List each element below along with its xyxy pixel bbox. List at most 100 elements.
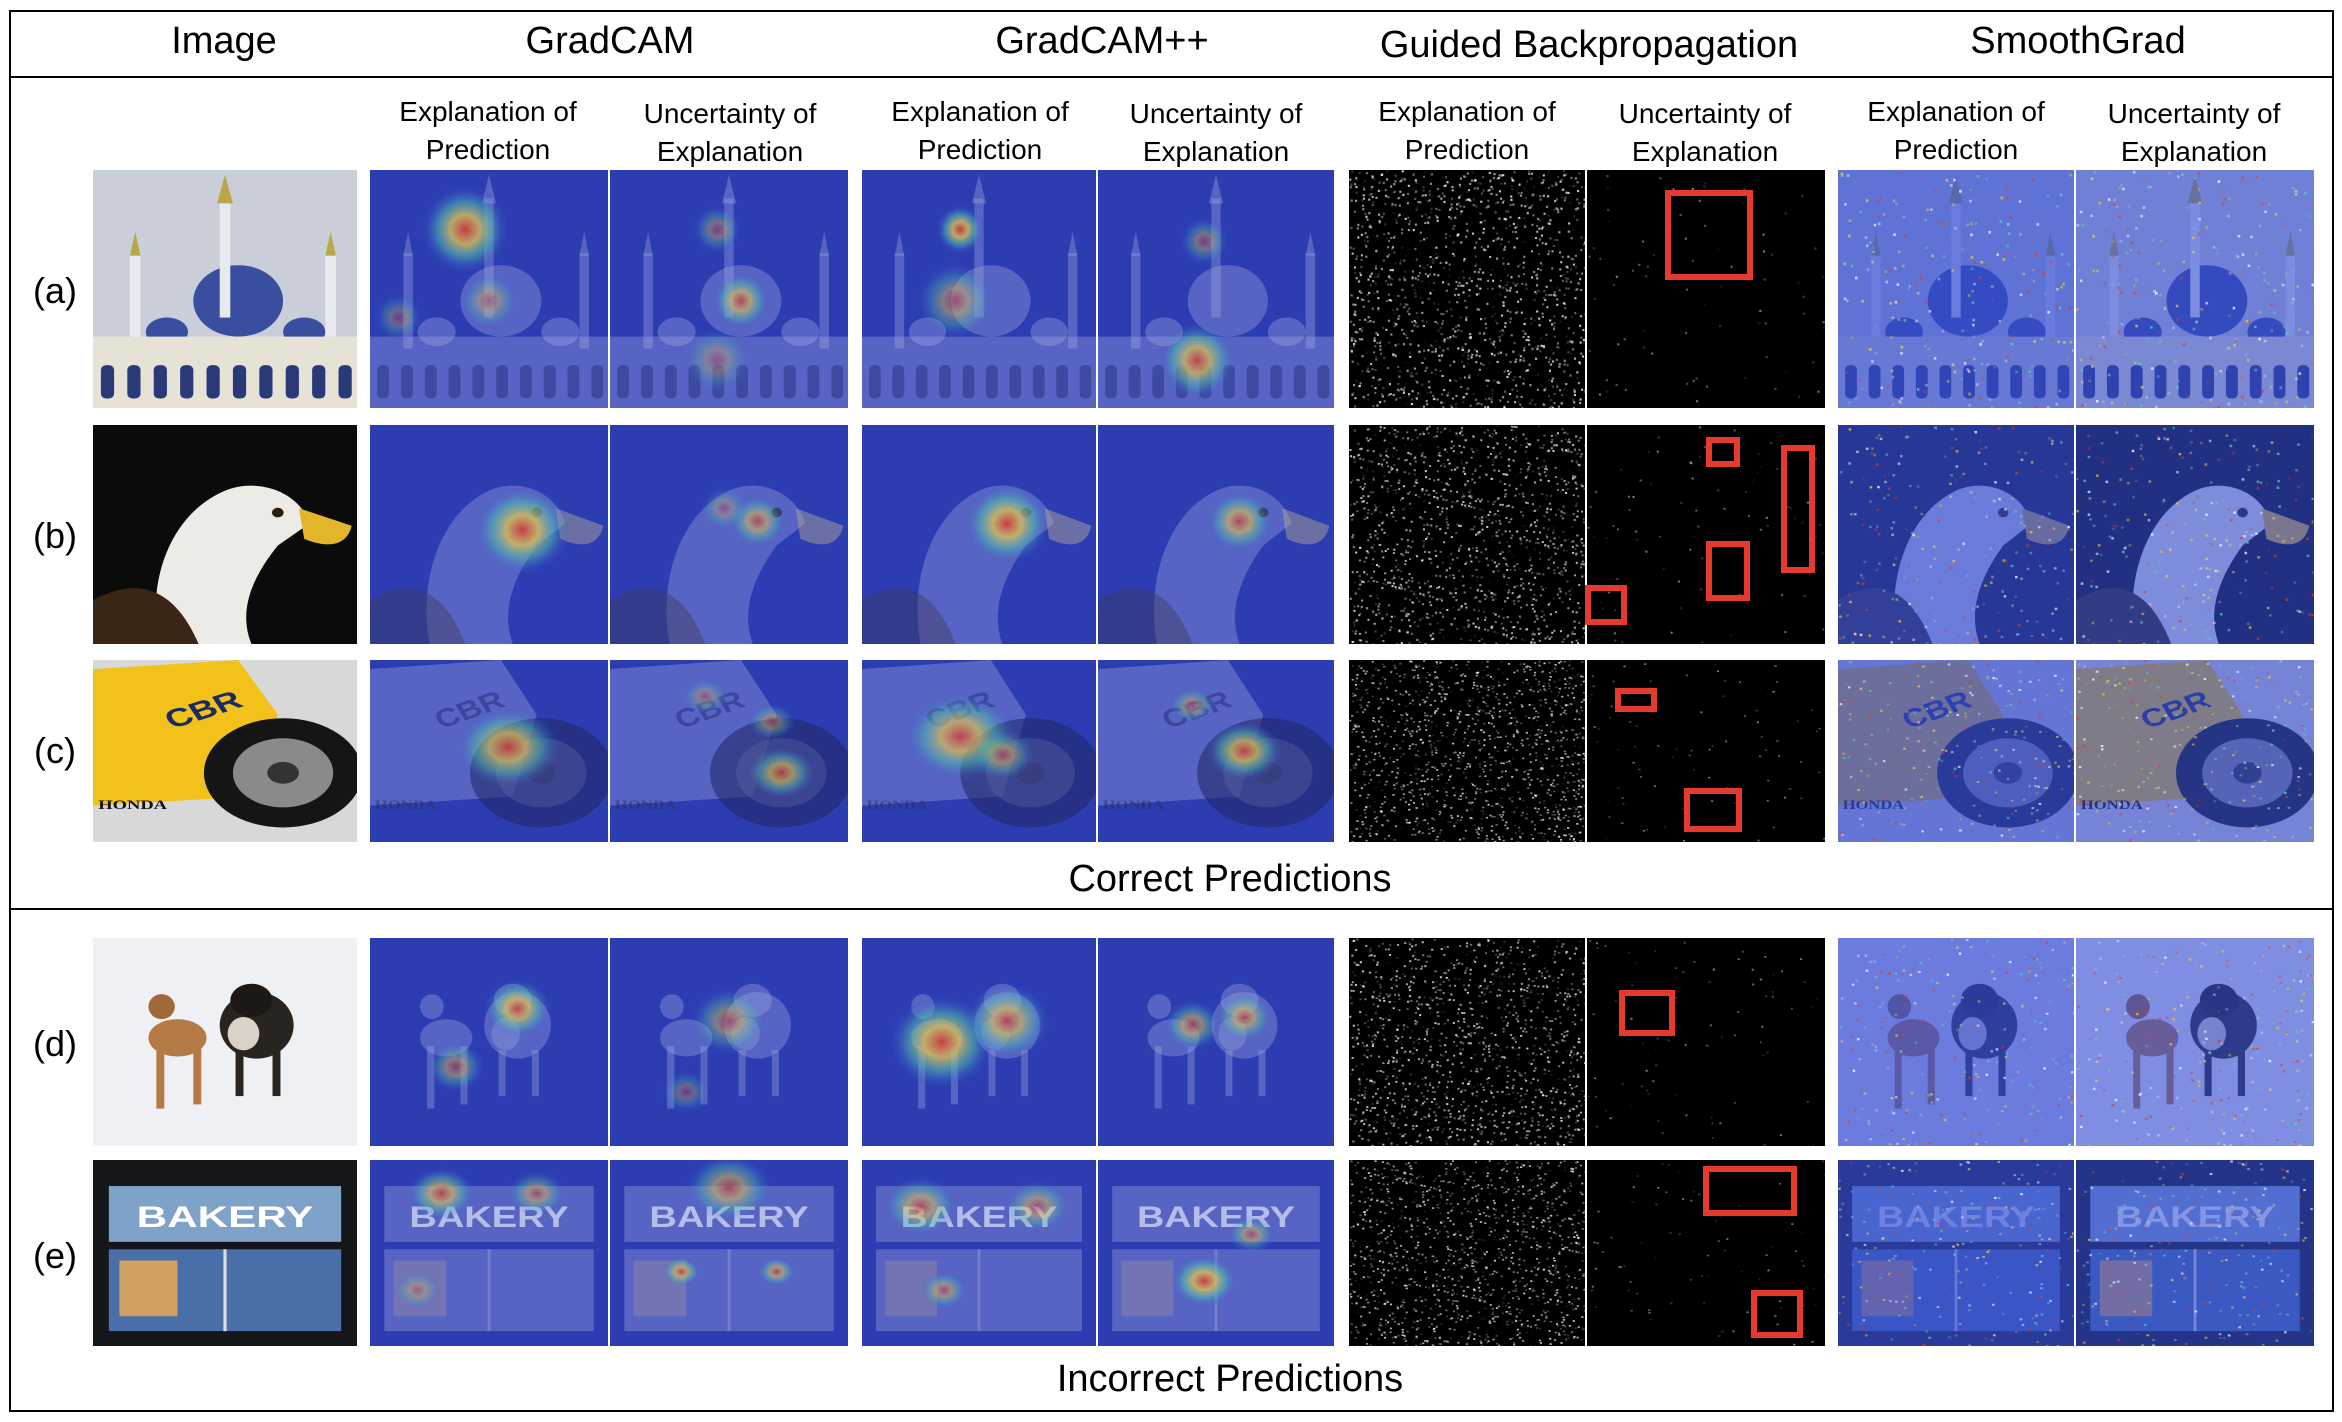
map-graphic: BAKERY [2076,1160,2314,1346]
svg-text:HONDA: HONDA [615,799,677,813]
gradcam-uncertainty-map: BAKERY [610,1160,848,1346]
map-graphic: CBR HONDA [610,660,848,842]
map-graphic: BAKERY [1838,1160,2074,1346]
bakery-sign-text: BAKERY [2115,1201,2275,1234]
smoothgrad-uncertainty-map [2076,425,2314,644]
input-image-bakery: BAKERY [93,1160,357,1346]
caption-incorrect: Incorrect Predictions [1056,1358,1404,1400]
subheader-uncertainty: Uncertainty of Explanation [1129,98,1303,167]
row-label: (d) [33,1023,77,1064]
gradcampp-explanation-map: BAKERY [862,1160,1096,1346]
guided-backprop-uncertainty-map [1587,170,1825,408]
gradcampp-uncertainty-map: BAKERY [1098,1160,1334,1346]
gradcam-explanation-map [370,425,608,644]
map-graphic [1838,425,2074,644]
guided-backprop-explanation-map [1349,938,1585,1146]
map-graphic [610,938,848,1146]
smoothgrad-explanation-map [1838,938,2074,1146]
map-graphic [1349,1160,1585,1346]
uncertainty-highlight-box [1781,445,1815,573]
map-graphic [93,170,357,408]
guided-backprop-explanation-map [1349,170,1585,408]
gradcampp-explanation-map [862,938,1096,1146]
map-graphic [862,170,1096,408]
bakery-sign-text: BAKERY [1877,1201,2035,1234]
uncertainty-highlight-box [1619,990,1675,1036]
map-graphic [610,425,848,644]
map-graphic [370,938,608,1146]
map-graphic: CBR HONDA [2076,660,2314,842]
header-image: Image [171,20,277,62]
smoothgrad-explanation-map [1838,425,2074,644]
gradcam-uncertainty-map [610,425,848,644]
smoothgrad-uncertainty-map: CBR HONDA [2076,660,2314,842]
map-graphic [370,425,608,644]
svg-text:HONDA: HONDA [375,799,437,813]
smoothgrad-uncertainty-map [2076,938,2314,1146]
subheader-uncertainty: Uncertainty of Explanation [2107,98,2281,167]
map-graphic: BAKERY [610,1160,848,1346]
subheader-explanation: Explanation of Prediction [1378,96,1556,165]
input-image-eagle [93,425,357,644]
map-graphic [2076,938,2314,1146]
row-label: (e) [33,1235,77,1276]
gradcam-uncertainty-map: CBR HONDA [610,660,848,842]
header-guided-backprop: Guided Backpropagation [1379,24,1799,66]
map-graphic: BAKERY [1098,1160,1334,1346]
smoothgrad-explanation-map: CBR HONDA [1838,660,2074,842]
map-graphic: BAKERY [862,1160,1096,1346]
map-graphic [1349,170,1585,408]
uncertainty-highlight-box [1706,437,1740,467]
map-graphic [862,938,1096,1146]
gradcampp-uncertainty-map [1098,425,1334,644]
gradcam-explanation-map [370,938,608,1146]
smoothgrad-explanation-map [1838,170,2074,408]
uncertainty-highlight-box [1684,788,1742,832]
uncertainty-highlight-box [1706,541,1750,601]
map-graphic [93,938,357,1146]
gradcampp-uncertainty-map: CBR HONDA [1098,660,1334,842]
guided-backprop-explanation-map [1349,1160,1585,1346]
map-graphic: CBR HONDA [862,660,1096,842]
subheader-uncertainty: Uncertainty of Explanation [1618,98,1792,167]
map-graphic [610,170,848,408]
map-graphic [1098,425,1334,644]
map-graphic [1349,938,1585,1146]
gradcam-explanation-map: CBR HONDA [370,660,608,842]
map-graphic: CBR HONDA [1838,660,2074,842]
gradcam-uncertainty-map [610,938,848,1146]
uncertainty-highlight-box [1665,190,1753,280]
guided-backprop-uncertainty-map [1587,938,1825,1146]
map-graphic [1838,938,2074,1146]
map-graphic [1587,170,1825,408]
gradcampp-uncertainty-map [1098,170,1334,408]
gradcampp-uncertainty-map [1098,938,1334,1146]
input-image-dogs [93,938,357,1146]
subheader-uncertainty: Uncertainty of Explanation [643,98,817,167]
map-graphic [1349,425,1585,644]
map-graphic [862,425,1096,644]
caption-correct: Correct Predictions [1068,858,1392,900]
subheader-explanation: Explanation of Prediction [399,96,577,165]
subheader-explanation: Explanation of Prediction [891,96,1069,165]
section-divider [9,908,2334,910]
header-gradcampp: GradCAM++ [995,20,1209,62]
figure-frame [9,10,2334,1412]
gradcam-explanation-map [370,170,608,408]
input-image-motorcycle: CBR HONDA [93,660,357,842]
map-graphic [93,425,357,644]
input-image-mosque [93,170,357,408]
map-graphic: CBR HONDA [93,660,357,842]
subheader-explanation: Explanation of Prediction [1867,96,2045,165]
map-graphic [1838,170,2074,408]
map-graphic: BAKERY [370,1160,608,1346]
map-graphic [1349,660,1585,842]
smoothgrad-uncertainty-map: BAKERY [2076,1160,2314,1346]
uncertainty-highlight-box [1585,585,1627,625]
guided-backprop-explanation-map [1349,660,1585,842]
smoothgrad-uncertainty-map [2076,170,2314,408]
row-label: (a) [33,270,77,311]
map-graphic [1098,938,1334,1146]
bakery-sign-text: BAKERY [137,1200,314,1233]
uncertainty-highlight-box [1751,1290,1803,1338]
